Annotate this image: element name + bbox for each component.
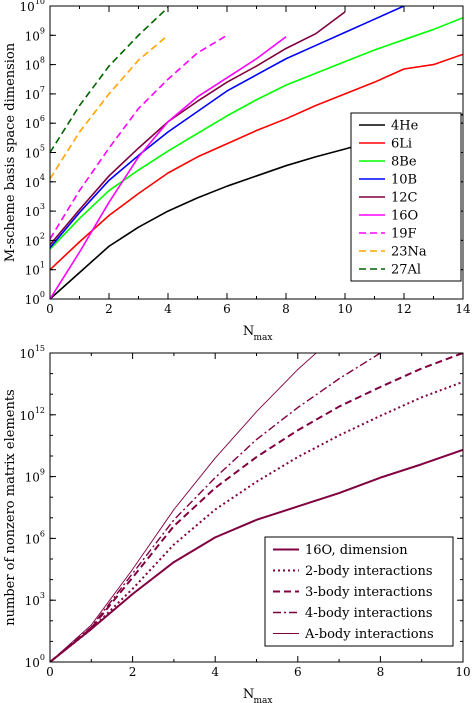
y-tick-exponent: 1 — [40, 261, 45, 270]
y-tick-exponent: 4 — [40, 173, 45, 182]
y-tick-exponent: 9 — [40, 468, 45, 477]
legend-label: 3-body interactions — [305, 585, 433, 600]
y-tick-label: 10 — [25, 471, 40, 485]
series-line-27al — [50, 6, 169, 153]
y-tick-label: 10 — [20, 0, 35, 14]
x-axis-title: N — [243, 687, 254, 702]
y-tick-exponent: 2 — [40, 231, 45, 240]
legend-label: 4He — [391, 119, 419, 134]
x-tick-label: 8 — [377, 665, 385, 679]
y-tick-exponent: 12 — [35, 406, 45, 415]
y-tick-label: 10 — [25, 176, 40, 190]
y-tick-exponent: 9 — [40, 26, 45, 35]
legend-label: 8Be — [391, 155, 417, 170]
x-tick-label: 2 — [105, 302, 113, 316]
series-line-a-body-interactions — [50, 353, 317, 662]
y-tick-exponent: 7 — [40, 85, 45, 94]
series-line-16o-dimension — [50, 448, 463, 662]
series-line-19f — [50, 34, 228, 240]
y-tick-label: 10 — [25, 29, 40, 43]
y-tick-label: 10 — [25, 594, 40, 608]
y-tick-label: 10 — [25, 264, 40, 278]
y-tick-exponent: 0 — [40, 290, 45, 299]
legend-label: 12C — [391, 191, 418, 206]
y-tick-exponent: 0 — [40, 653, 45, 662]
series-line-3-body-interactions — [50, 353, 463, 662]
y-tick-label: 10 — [25, 234, 40, 248]
legend-label: 27Al — [391, 263, 421, 278]
legend-label: A-body interactions — [304, 627, 434, 642]
legend-label: 16O, dimension — [305, 543, 408, 558]
y-tick-label: 10 — [25, 293, 40, 307]
legend-label: 4-body interactions — [305, 606, 433, 621]
y-axis-title: M-scheme basis space dimension — [3, 42, 18, 262]
x-tick-label: 12 — [396, 302, 411, 316]
series-line-16o — [50, 36, 287, 299]
y-tick-label: 10 — [20, 347, 35, 361]
series-line-6li — [50, 53, 463, 271]
series-line-8be — [50, 16, 463, 250]
x-tick-label: 0 — [46, 665, 54, 679]
x-tick-label: 10 — [337, 302, 352, 316]
y-tick-label: 10 — [25, 117, 40, 131]
x-axis-title-subscript: max — [254, 696, 273, 703]
y-tick-exponent: 8 — [40, 56, 45, 65]
y-axis-title: number of nonzero matrix elements — [3, 389, 18, 625]
y-tick-label: 10 — [25, 656, 40, 670]
legend-label: 23Na — [391, 245, 427, 260]
y-tick-label: 10 — [25, 205, 40, 219]
y-tick-exponent: 6 — [40, 114, 45, 123]
x-tick-label: 2 — [129, 665, 137, 679]
x-tick-label: 4 — [164, 302, 172, 316]
series-line-12c — [50, 11, 346, 246]
x-tick-label: 0 — [46, 302, 54, 316]
y-tick-exponent: 3 — [40, 591, 45, 600]
legend — [264, 536, 454, 647]
y-tick-label: 10 — [20, 409, 35, 423]
y-tick-exponent: 3 — [40, 202, 45, 211]
legend-label: 6Li — [391, 137, 412, 152]
x-tick-label: 8 — [282, 302, 290, 316]
legend-label: 19F — [391, 227, 417, 242]
x-tick-label: 6 — [294, 665, 302, 679]
series-line-4-body-interactions — [50, 353, 382, 662]
x-tick-label: 14 — [455, 302, 471, 316]
y-tick-exponent: 10 — [35, 0, 45, 6]
y-tick-label: 10 — [25, 532, 40, 546]
x-tick-label: 6 — [223, 302, 231, 316]
y-tick-exponent: 5 — [40, 144, 45, 153]
x-tick-label: 4 — [211, 665, 219, 679]
x-axis-title-subscript: max — [254, 333, 273, 343]
y-tick-label: 10 — [25, 59, 40, 73]
legend-label: 10B — [391, 173, 417, 188]
y-tick-label: 10 — [25, 88, 40, 102]
y-tick-exponent: 15 — [35, 344, 45, 353]
x-axis-title: N — [243, 324, 254, 339]
legend-label: 16O — [391, 209, 418, 224]
y-tick-exponent: 6 — [40, 529, 45, 538]
x-tick-label: 10 — [455, 665, 470, 679]
series-line-2-body-interactions — [50, 380, 463, 662]
series-line-10b — [50, 6, 405, 249]
y-tick-label: 10 — [25, 147, 40, 161]
legend-label: 2-body interactions — [305, 564, 433, 579]
series-line-23na — [50, 34, 169, 180]
